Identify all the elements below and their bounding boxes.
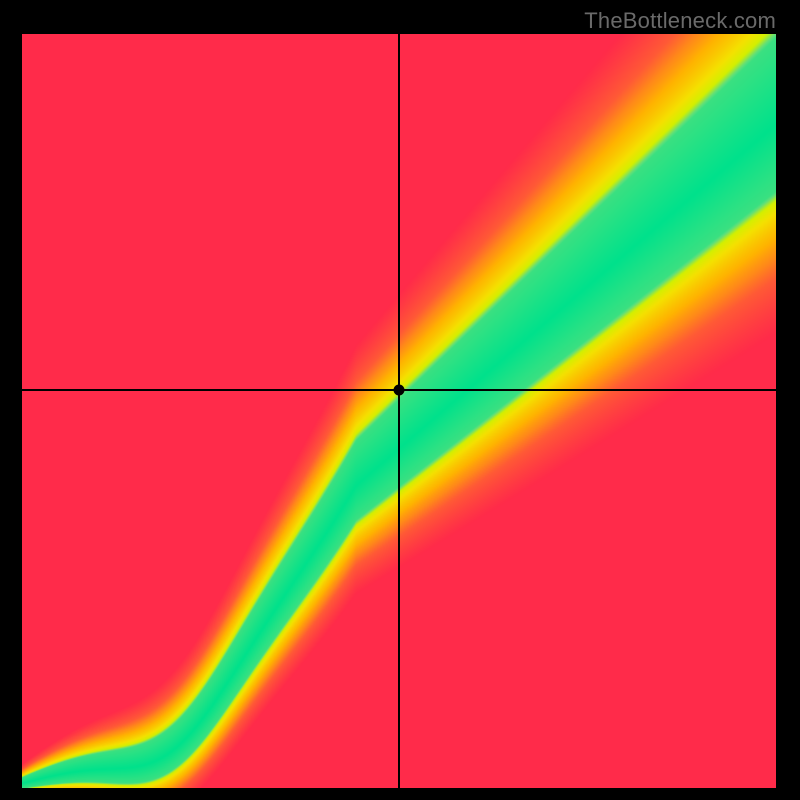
watermark-text: TheBottleneck.com — [584, 8, 776, 34]
crosshair-marker — [394, 384, 405, 395]
crosshair-vertical — [398, 34, 400, 788]
bottleneck-heatmap — [22, 34, 776, 788]
